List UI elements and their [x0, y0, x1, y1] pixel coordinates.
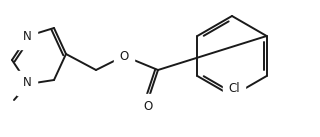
Text: O: O — [119, 49, 129, 62]
Text: N: N — [23, 76, 31, 89]
Text: Cl: Cl — [228, 82, 240, 95]
Text: N: N — [23, 31, 31, 44]
Text: O: O — [143, 99, 153, 112]
